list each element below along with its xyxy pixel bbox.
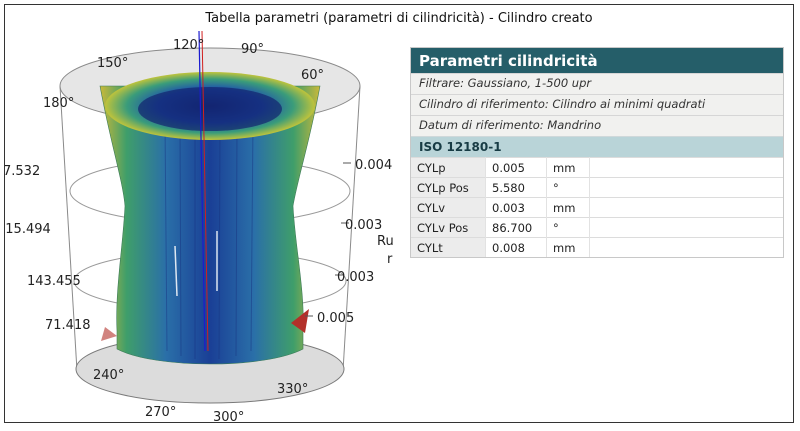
param-empty-cell [589,157,783,178]
param-unit: mm [546,237,590,257]
surface-body [99,85,321,365]
param-value: 0.008 [485,237,547,257]
param-empty-cell [589,237,783,257]
param-value: 5.580 [485,177,547,198]
height-label-2: 215.494 [5,222,51,237]
param-empty-cell [589,197,783,218]
scale-label-2: 0.003 [345,218,382,233]
height-label-1: 7.532 [5,164,40,179]
cylindricity-3d-plot[interactable]: 120° 90° 150° 60° 180° 240° 330° 270° 30… [5,31,405,423]
param-unit: ° [546,217,590,238]
table-row: CYLp 0.005 mm [411,157,783,178]
datum-info: Datum di riferimento: Mandrino [411,115,783,136]
axis-title-fragment: Ru [377,234,394,249]
angle-label-270: 270° [145,405,176,420]
cylindricity-parameters-panel: Parametri cilindricità Filtrare: Gaussia… [410,47,784,258]
param-empty-cell [589,217,783,238]
angle-label-330: 330° [277,382,308,397]
angle-label-60: 60° [301,68,324,83]
param-value: 0.003 [485,197,547,218]
angle-label-120: 120° [173,38,204,53]
angle-label-300: 300° [213,410,244,423]
param-value: 86.700 [485,217,547,238]
filter-info: Filtrare: Gaussiano, 1-500 upr [411,73,783,94]
param-unit: mm [546,157,590,178]
param-unit: ° [546,177,590,198]
param-name: CYLp [411,157,486,178]
angle-label-150: 150° [97,56,128,71]
param-unit: mm [546,197,590,218]
height-label-4: 71.418 [45,318,91,333]
height-label-3: 143.455 [27,274,81,289]
param-name: CYLv [411,197,486,218]
param-empty-cell [589,177,783,198]
parameters-table: CYLp 0.005 mm CYLp Pos 5.580 ° CYLv 0.00… [411,157,783,257]
scale-label-4: 0.005 [317,311,354,326]
axis-title-fragment-2: r [387,252,393,267]
cylinder-surface-graphic: 120° 90° 150° 60° 180° 240° 330° 270° 30… [5,31,394,423]
table-row: CYLv 0.003 mm [411,197,783,218]
parameters-title: Parametri cilindricità [411,48,783,73]
window-title: Tabella parametri (parametri di cilindri… [205,11,593,26]
param-value: 0.005 [485,157,547,178]
table-row: CYLt 0.008 mm [411,237,783,257]
window-frame: Tabella parametri (parametri di cilindri… [4,4,794,423]
axis-blue-line [198,31,206,352]
reference-cylinder-info: Cilindro di riferimento: Cilindro ai min… [411,94,783,115]
axis-red-line [201,31,209,352]
param-name: CYLt [411,237,486,257]
angle-label-240: 240° [93,368,124,383]
param-name: CYLv Pos [411,217,486,238]
table-row: CYLv Pos 86.700 ° [411,217,783,238]
angle-label-90: 90° [241,42,264,57]
angle-label-180: 180° [43,96,74,111]
param-name: CYLp Pos [411,177,486,198]
scale-label-1: 0.004 [355,158,392,173]
scale-label-3: 0.003 [337,270,374,285]
standard-label: ISO 12180-1 [411,136,783,157]
table-row: CYLp Pos 5.580 ° [411,177,783,198]
